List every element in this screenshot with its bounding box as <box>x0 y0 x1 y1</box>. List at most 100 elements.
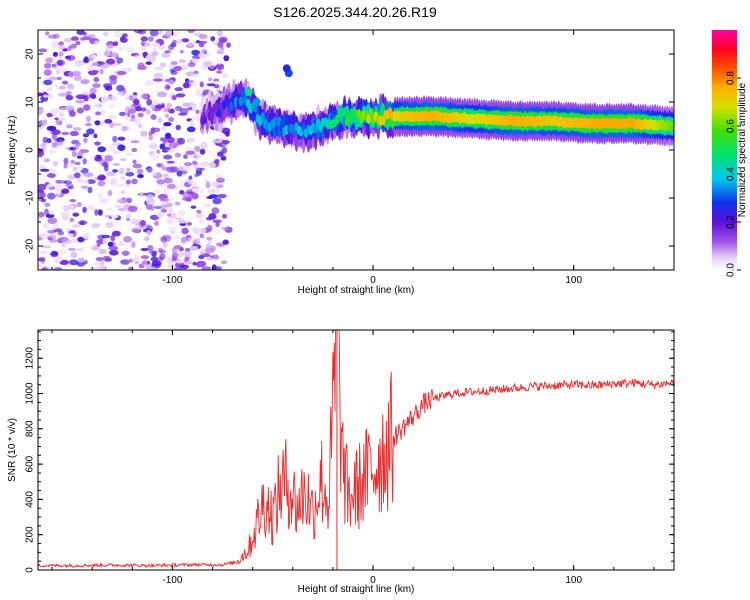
ridge-cell <box>368 107 374 118</box>
noise-speck <box>38 92 43 97</box>
noise-speck <box>181 170 188 175</box>
noise-speck <box>75 40 81 46</box>
x-tick-label: 100 <box>565 275 582 286</box>
noise-speck <box>121 125 128 132</box>
noise-speck <box>119 158 127 162</box>
noise-speck <box>164 83 171 91</box>
noise-speck <box>140 40 145 46</box>
y-tick-label: -10 <box>25 190 36 205</box>
noise-speck <box>151 260 162 267</box>
noise-speck <box>154 220 159 226</box>
noise-speck <box>198 255 205 260</box>
noise-speck <box>63 163 68 169</box>
noise-speck <box>65 183 74 188</box>
colorbar-tick-label: 0.4 <box>726 167 737 181</box>
noise-speck <box>125 214 132 219</box>
noise-speck <box>58 236 69 242</box>
noise-speck <box>116 57 124 64</box>
noise-speck <box>132 159 137 164</box>
noise-speck <box>98 192 103 199</box>
noise-speck <box>203 202 210 208</box>
noise-speck <box>195 212 203 219</box>
noise-speck <box>43 79 53 86</box>
noise-speck <box>182 196 192 201</box>
noise-speck <box>177 210 186 217</box>
x-tick-label: -100 <box>162 575 182 586</box>
noise-speck <box>75 247 85 252</box>
noise-speck <box>69 130 79 137</box>
noise-speck <box>119 37 128 43</box>
noise-speck <box>90 69 100 74</box>
noise-speck <box>48 149 57 155</box>
noise-speck <box>136 168 144 175</box>
noise-speck <box>215 173 221 179</box>
noise-speck <box>108 246 119 251</box>
noise-speck <box>89 93 96 99</box>
noise-speck <box>112 41 119 46</box>
noise-speck <box>107 190 113 197</box>
ridge-cell <box>669 120 674 132</box>
noise-speck <box>72 212 80 217</box>
noise-speck <box>133 98 140 105</box>
noise-speck <box>187 179 193 185</box>
noise-speck <box>103 31 109 37</box>
noise-speck <box>192 160 198 165</box>
noise-speck <box>67 71 75 77</box>
noise-speck <box>87 186 93 194</box>
noise-speck <box>49 108 60 115</box>
noise-speck <box>131 148 138 152</box>
noise-speck <box>173 234 180 241</box>
y-tick-label: 1200 <box>25 347 36 370</box>
noise-speck <box>178 59 186 63</box>
noise-speck <box>169 213 177 219</box>
noise-speck <box>175 93 186 98</box>
noise-speck <box>146 98 152 106</box>
noise-speck <box>182 102 190 107</box>
noise-speck <box>176 170 183 177</box>
noise-speck <box>219 133 226 137</box>
noise-speck <box>149 30 159 37</box>
noise-speck <box>104 85 113 91</box>
noise-speck <box>107 241 114 247</box>
noise-speck <box>214 159 220 164</box>
noise-speck <box>195 167 203 174</box>
noise-speck <box>104 119 113 124</box>
noise-speck <box>97 209 103 216</box>
colorbar-gradient <box>712 30 737 270</box>
noise-speck <box>220 38 227 44</box>
noise-speck <box>181 38 190 43</box>
noise-speck <box>192 115 202 121</box>
noise-speck <box>67 45 72 52</box>
noise-speck <box>216 70 223 74</box>
noise-speck <box>149 214 160 221</box>
noise-speck <box>158 247 163 254</box>
noise-speck <box>44 203 51 207</box>
noise-speck <box>82 31 88 36</box>
noise-speck <box>105 58 116 65</box>
noise-speck <box>177 252 185 258</box>
noise-speck <box>164 113 170 118</box>
noise-speck <box>112 169 118 173</box>
noise-speck <box>208 161 216 169</box>
noise-speck <box>182 82 191 89</box>
noise-speck <box>41 119 48 126</box>
noise-speck <box>80 180 89 184</box>
noise-speck <box>43 94 48 98</box>
x-tick-label: 100 <box>565 575 582 586</box>
snr-x-axis-title: Height of straight line (km) <box>298 584 415 595</box>
noise-speck <box>142 259 148 267</box>
noise-speck <box>61 188 70 194</box>
noise-speck <box>127 205 138 212</box>
snr-frame <box>37 329 675 571</box>
noise-speck <box>173 65 183 72</box>
noise-speck <box>156 163 165 168</box>
noise-speck <box>167 207 175 213</box>
noise-speck <box>63 38 74 43</box>
noise-speck <box>91 62 99 67</box>
noise-speck <box>191 192 199 200</box>
noise-speck <box>137 124 143 128</box>
noise-speck <box>140 45 147 51</box>
noise-speck <box>200 48 207 54</box>
noise-speck <box>189 119 195 127</box>
noise-speck <box>166 213 172 217</box>
